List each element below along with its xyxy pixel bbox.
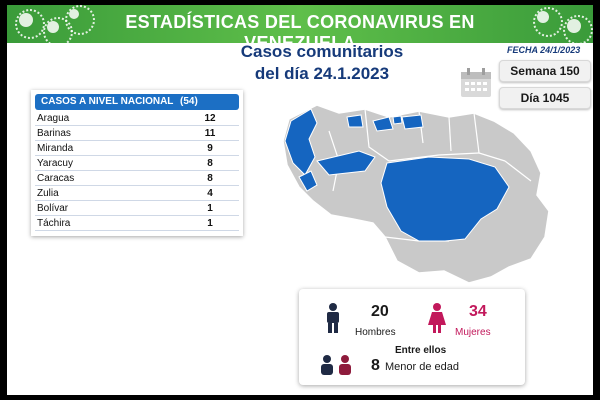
case-count: 12: [204, 113, 216, 124]
report-date: FECHA 24/1/2023: [507, 45, 581, 55]
case-count: 9: [207, 143, 213, 154]
infographic-frame: ESTADÍSTICAS DEL CORONAVIRUS EN VENEZUEL…: [7, 5, 593, 395]
case-count: 8: [207, 173, 213, 184]
female-label: Mujeres: [455, 327, 491, 338]
table-header: CASOS A NIVEL NACIONAL (54): [35, 94, 239, 110]
state-name: Táchira: [37, 218, 71, 229]
table-row: Miranda 9: [35, 142, 239, 156]
table-row: Barinas 11: [35, 127, 239, 141]
male-label: Hombres: [355, 327, 396, 338]
state-name: Aragua: [37, 113, 70, 124]
table-row: Yaracuy 8: [35, 157, 239, 171]
minors-count: 8: [371, 357, 380, 374]
female-count: 34: [469, 303, 487, 320]
subtitle-line-2: del día 24.1.2023: [254, 64, 390, 83]
calendar-icon: [461, 68, 491, 97]
state-aragua: [372, 116, 394, 132]
table-row: Zulia 4: [35, 187, 239, 201]
male-count: 20: [371, 303, 389, 320]
virus-icon: [15, 9, 45, 39]
state-name: Zulia: [37, 188, 59, 199]
virus-icon: [563, 15, 593, 45]
state-name: Yaracuy: [37, 158, 73, 169]
virus-icon: [533, 7, 563, 37]
state-name: Caracas: [37, 173, 75, 184]
week-badge: Semana 150: [499, 60, 591, 82]
case-count: 1: [207, 218, 213, 229]
minors-icon: [321, 355, 351, 375]
cases-table: CASOS A NIVEL NACIONAL (54) Aragua 12 Bar…: [31, 90, 243, 236]
case-count: 11: [204, 128, 216, 139]
state-name: Barinas: [37, 128, 71, 139]
case-count: 8: [207, 158, 213, 169]
state-name: Miranda: [37, 143, 74, 154]
state-bolivar: [380, 156, 510, 242]
table-row: Bolívar 1: [35, 202, 239, 216]
female-icon: [428, 303, 446, 333]
state-zulia: [284, 108, 318, 176]
report-subtitle: Casos comunitarios del día 24.1.2023: [207, 41, 437, 85]
among-them-label: Entre ellos: [395, 345, 447, 356]
header-banner: ESTADÍSTICAS DEL CORONAVIRUS EN VENEZUEL…: [7, 5, 593, 53]
case-count: 4: [207, 188, 213, 199]
state-name: Bolívar: [37, 203, 69, 214]
demographics-panel: 20 Hombres 34 Mujeres Entre ellos 8 Meno…: [299, 289, 525, 385]
venezuela-map: [282, 104, 550, 284]
state-tachira: [298, 170, 318, 192]
table-row: Caracas 8: [35, 172, 239, 186]
state-miranda: [401, 114, 424, 130]
virus-icon: [65, 5, 95, 35]
table-row: Aragua 12: [35, 112, 239, 126]
table-title: CASOS A NIVEL NACIONAL: [41, 96, 174, 107]
minors-label: Menor de edad: [385, 361, 459, 373]
state-barinas: [316, 150, 376, 176]
table-total: (54): [180, 96, 198, 107]
table-row: Táchira 1: [35, 217, 239, 231]
case-count: 1: [207, 203, 213, 214]
state-caracas: [392, 115, 403, 125]
page-title: ESTADÍSTICAS DEL CORONAVIRUS EN VENEZUEL…: [125, 12, 475, 53]
state-yaracuy: [346, 114, 364, 128]
day-badge: Día 1045: [499, 87, 591, 109]
subtitle-line-1: Casos comunitarios: [240, 42, 404, 61]
virus-icon: [43, 17, 73, 47]
male-icon: [327, 303, 339, 333]
